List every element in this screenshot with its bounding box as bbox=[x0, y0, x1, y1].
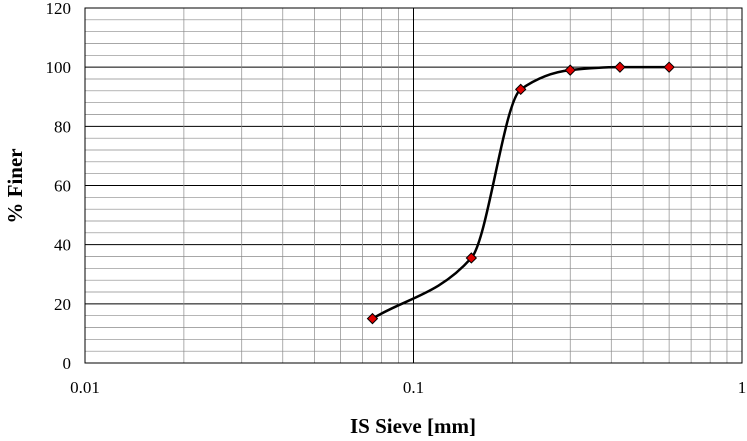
x-tick-label: 1 bbox=[738, 378, 747, 397]
data-curve bbox=[371, 65, 670, 320]
x-axis-title: IS Sieve [mm] bbox=[350, 414, 476, 438]
y-tick-label: 100 bbox=[46, 58, 72, 77]
plot-area-border bbox=[84, 7, 743, 364]
x-axis-ticks: 0.01 0.1 1 bbox=[70, 378, 746, 397]
y-tick-label: 80 bbox=[54, 117, 71, 136]
data-point bbox=[564, 64, 576, 76]
data-point bbox=[366, 312, 379, 325]
data-markers bbox=[366, 61, 675, 325]
y-tick-label: 20 bbox=[54, 295, 71, 314]
y-tick-label: 40 bbox=[54, 236, 71, 255]
data-point bbox=[663, 61, 675, 73]
y-tick-label: 120 bbox=[46, 0, 72, 18]
data-point bbox=[614, 61, 626, 73]
x-tick-label: 0.1 bbox=[403, 378, 424, 397]
data-point bbox=[514, 83, 527, 96]
grid bbox=[84, 7, 742, 364]
series-line bbox=[371, 65, 670, 320]
y-axis-ticks: 0 20 40 60 80 100 120 bbox=[46, 0, 72, 373]
data-point bbox=[465, 252, 478, 264]
y-axis-title: % Finer bbox=[3, 148, 27, 223]
x-tick-label: 0.01 bbox=[70, 378, 100, 397]
y-tick-label: 0 bbox=[63, 354, 72, 373]
y-tick-label: 60 bbox=[54, 177, 71, 196]
